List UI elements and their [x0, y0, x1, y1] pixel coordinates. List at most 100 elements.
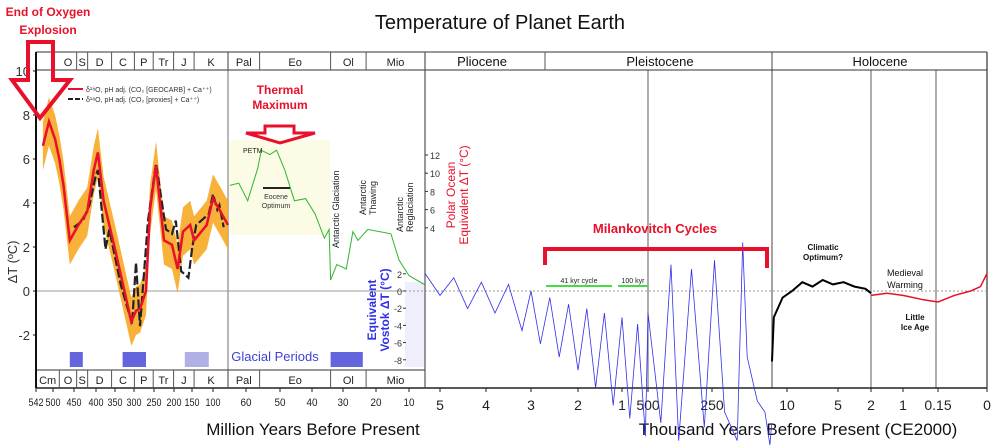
x-axis-label-right: Thousand Years Before Present (CE2000) [639, 420, 957, 439]
eocene-optimum-label: Eocene Optimum [262, 194, 291, 210]
x-tick-label: 500 [46, 397, 61, 409]
period-label-top: Tr [158, 57, 168, 69]
antarctic-thawing-label-line: Thawing [368, 181, 378, 215]
vostok-series-line [424, 242, 773, 446]
period-label-bottom: O [64, 375, 73, 387]
period-label-top: O [64, 57, 73, 69]
little-ice-age-label: Little Ice Age [901, 313, 930, 332]
x-tick-label: 5 [436, 397, 444, 413]
cycle-41-label: 41 kyr cycle [561, 278, 598, 285]
period-label-bottom: Pal [236, 375, 252, 387]
period-label-bottom: P [140, 375, 147, 387]
y-axis-label: ΔT (ºC) [5, 241, 20, 284]
x-axis-label-left: Million Years Before Present [206, 420, 420, 439]
x-tick-label: 150 [185, 397, 200, 409]
vostok-axis-label-line: Equivalent [365, 280, 379, 341]
polar-axis-label-line: Equivalent ΔT (°C) [457, 145, 471, 244]
milankovitch-annotation: Milankovitch Cycles [593, 221, 717, 236]
vostok-tick-label: -6 [394, 339, 402, 349]
x-tick-label: 4 [482, 397, 490, 413]
period-label-top: D [96, 57, 104, 69]
x-tick-label: 30 [338, 397, 349, 409]
polar-tick-label: 6 [430, 206, 435, 216]
epoch-label: Pleistocene [626, 54, 693, 69]
holocene-series-line [771, 278, 872, 362]
y-tick-label: -2 [18, 328, 30, 343]
glacial-period-bar [69, 352, 83, 367]
antarctic-glaciation-label: Antarctic Glaciation [331, 170, 341, 248]
x-tick-label: 60 [241, 397, 252, 409]
antarctic-reglaciation-label-line: Antarctic [395, 196, 405, 232]
period-label-top: J [181, 57, 187, 69]
climatic-optimum-label-line: Climatic [807, 243, 839, 252]
x-tick-label: 2 [867, 397, 875, 413]
x-tick-label: 5 [834, 397, 842, 413]
chart-title: Temperature of Planet Earth [375, 12, 625, 34]
petm-label: PETM [243, 148, 263, 155]
x-tick-label: 200 [167, 397, 182, 409]
epoch-label: Holocene [853, 54, 908, 69]
vostok-tick-label: -8 [394, 356, 402, 366]
period-label-top: K [207, 57, 215, 69]
oxygen-annotation-line: Explosion [19, 23, 76, 37]
period-label-bottom: Ol [343, 375, 354, 387]
x-tick-label: 250 [700, 397, 724, 413]
little-ice-age-label-line: Ice Age [901, 323, 930, 332]
period-label-top: Eo [288, 57, 301, 69]
x-tick-label: 20 [371, 397, 382, 409]
thermal-maximum-annotation-line: Maximum [252, 98, 307, 112]
period-label-bottom: C [119, 375, 127, 387]
polar-axis-label-line: Polar Ocean [444, 162, 458, 229]
antarctic-thawing-label: AntarcticThawing [358, 179, 378, 215]
period-label-bottom: S [78, 375, 85, 387]
vostok-axis-label: EquivalentVostok ΔT (°C) [365, 268, 392, 351]
vostok-axis-label-line: Vostok ΔT (°C) [378, 268, 392, 351]
thermal-maximum-annotation: Thermal Maximum [252, 83, 307, 112]
eocene-optimum-label-line: Optimum [262, 203, 291, 210]
thermal-maximum-annotation-line: Thermal [257, 83, 304, 97]
vostok-tick-label: -2 [394, 304, 402, 314]
period-label-top: Pal [236, 57, 252, 69]
medieval-warming-label-line: Warming [887, 280, 923, 290]
period-label-bottom: D [96, 375, 104, 387]
x-tick-label: 1 [618, 397, 626, 413]
y-tick-label: 2 [23, 240, 30, 255]
x-tick-label: 50 [275, 397, 286, 409]
polar-tick-label: 12 [430, 151, 440, 161]
x-tick-label: 3 [527, 397, 535, 413]
x-tick-label: 40 [307, 397, 318, 409]
x-tick-label: 400 [89, 397, 104, 409]
climatic-optimum-label-line: Optimum? [803, 253, 843, 262]
polar-axis-label: Polar OceanEquivalent ΔT (°C) [444, 145, 471, 244]
legend-label: δ¹⁸O, pH adj. (CO₂ [proxies] + Ca⁺⁺) [86, 97, 199, 104]
legend-label: δ¹⁸O, pH adj. (CO₂ [GEOCARB] + Ca⁺⁺) [86, 87, 212, 94]
geocarb-series-line [41, 117, 230, 326]
little-ice-age-label-line: Little [905, 313, 925, 322]
y-tick-label: 6 [23, 152, 30, 167]
x-tick-label: 0.15 [924, 397, 951, 413]
instrumental-series-line [870, 273, 988, 303]
oxygen-annotation: End of Oxygen Explosion [6, 5, 91, 37]
oxygen-down-arrow-icon [8, 40, 75, 122]
x-tick-label: 250 [147, 397, 162, 409]
polar-tick-label: 8 [430, 187, 435, 197]
antarctic-thawing-label-line: Antarctic [358, 179, 368, 215]
climatic-optimum-label: Climatic Optimum? [803, 243, 843, 262]
period-label-top: Mio [387, 57, 405, 69]
y-tick-label: 0 [23, 284, 30, 299]
x-tick-label: 0 [983, 397, 991, 413]
antarctic-reglaciation-label: AntarcticReglaciation [395, 182, 415, 232]
thermal-down-arrow-icon [245, 124, 316, 145]
antarctic-reglaciation-label-line: Reglaciation [405, 182, 415, 232]
period-label-bottom: Cm [39, 375, 56, 387]
vostok-shade [405, 282, 425, 367]
x-tick-label: 10 [779, 397, 795, 413]
x-tick-label: 542 [29, 397, 44, 409]
period-label-top: P [140, 57, 147, 69]
x-tick-label: 450 [67, 397, 82, 409]
period-label-bottom: Tr [158, 375, 168, 387]
oxygen-annotation-line: End of Oxygen [6, 5, 91, 19]
y-tick-label: 4 [23, 196, 30, 211]
